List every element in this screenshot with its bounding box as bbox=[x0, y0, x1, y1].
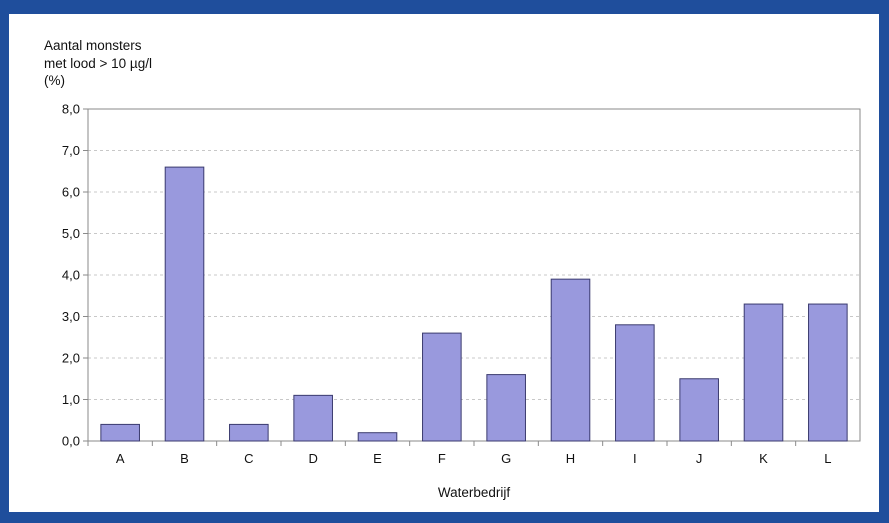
x-tick-label: E bbox=[373, 451, 382, 466]
y-tick-label: 2,0 bbox=[62, 351, 80, 366]
y-tick-label: 1,0 bbox=[62, 392, 80, 407]
x-tick-label: B bbox=[180, 451, 189, 466]
x-tick-label: K bbox=[759, 451, 768, 466]
bar-B bbox=[164, 166, 205, 442]
y-tick-label: 5,0 bbox=[62, 226, 80, 241]
y-axis-title-line-2: met lood > 10 µg/l bbox=[44, 55, 152, 71]
bar-C bbox=[229, 423, 269, 442]
bar-L bbox=[808, 303, 848, 442]
y-tick-label: 6,0 bbox=[62, 185, 80, 200]
y-tick-label: 8,0 bbox=[62, 102, 80, 117]
y-tick-label: 7,0 bbox=[62, 143, 80, 158]
bar-K bbox=[743, 303, 784, 442]
x-axis-title: Waterbedrijf bbox=[438, 485, 511, 500]
y-tick-label: 0,0 bbox=[62, 434, 80, 449]
x-tick-label: L bbox=[824, 451, 831, 466]
bar-A bbox=[100, 423, 140, 442]
y-tick-label: 4,0 bbox=[62, 268, 80, 283]
x-tick-label: D bbox=[308, 451, 317, 466]
x-tick-label: C bbox=[244, 451, 253, 466]
bar-D bbox=[293, 394, 333, 442]
y-axis-title-line-1: Aantal monsters bbox=[44, 38, 142, 53]
bar-E bbox=[357, 432, 398, 442]
x-tick-label: I bbox=[633, 451, 637, 466]
bar-I bbox=[615, 324, 655, 442]
x-tick-label: J bbox=[696, 451, 703, 466]
y-tick-label: 3,0 bbox=[62, 309, 80, 324]
bar-F bbox=[422, 332, 462, 442]
x-tick-label: A bbox=[116, 451, 125, 466]
bar-J bbox=[679, 378, 719, 442]
bar-H bbox=[550, 278, 591, 442]
x-tick-label: H bbox=[566, 451, 575, 466]
y-axis-title: Aantal monsters met lood > 10 µg/l (%) bbox=[44, 37, 152, 90]
x-tick-label: F bbox=[438, 451, 446, 466]
y-axis-title-line-3: (%) bbox=[44, 73, 65, 88]
x-tick-label: G bbox=[501, 451, 511, 466]
bar-G bbox=[486, 374, 526, 442]
